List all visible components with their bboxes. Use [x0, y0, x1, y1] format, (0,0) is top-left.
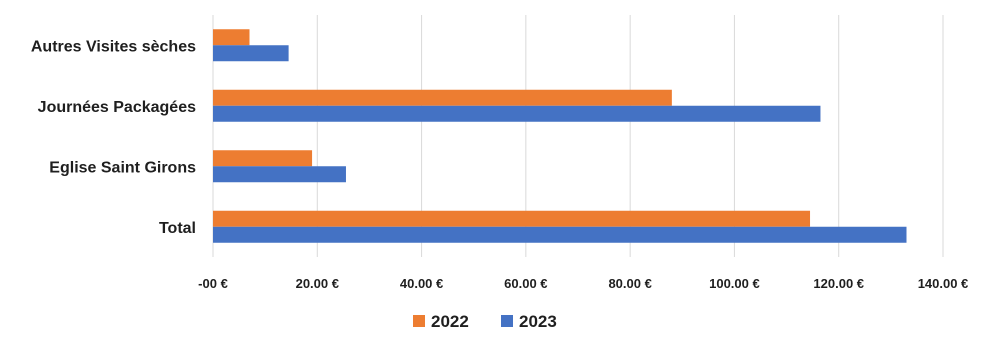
bar-2022-0	[213, 29, 250, 46]
x-tick-label-5: 100.00 €	[709, 276, 760, 291]
x-tick-labels: -00 € 20.00 € 40.00 € 60.00 € 80.00 € 100.00 …	[198, 276, 968, 291]
x-tick-label-6: 120.00 €	[813, 276, 864, 291]
x-tick-label-3: 60.00 €	[504, 276, 547, 291]
legend-label-2023: 2023	[519, 312, 557, 331]
x-tick-label-4: 80.00 €	[608, 276, 651, 291]
bar-2023-2	[213, 166, 346, 183]
gridlines	[212, 15, 944, 257]
bar-2022-1	[213, 89, 672, 106]
x-tick-label-2: 40.00 €	[400, 276, 443, 291]
x-tick-label-7: 140.00 €	[918, 276, 969, 291]
category-labels: Autres Visites sèches Journées Packagées E…	[31, 38, 196, 237]
bar-2022-3	[213, 210, 811, 227]
legend-swatch-2023	[501, 315, 513, 327]
category-label-0: Autres Visites sèches	[31, 38, 196, 55]
legend: 2022 2023	[413, 312, 557, 331]
x-tick-label-0: -00 €	[198, 276, 228, 291]
bars	[213, 29, 907, 243]
bar-2023-3	[213, 226, 907, 243]
legend-label-2022: 2022	[431, 312, 469, 331]
bar-2023-0	[213, 45, 289, 62]
bar-2023-1	[213, 105, 821, 122]
bar-2022-2	[213, 150, 313, 167]
x-tick-label-1: 20.00 €	[296, 276, 339, 291]
category-label-1: Journées Packagées	[38, 99, 196, 116]
legend-swatch-2022	[413, 315, 425, 327]
category-label-3: Total	[159, 220, 196, 237]
category-label-2: Eglise Saint Girons	[49, 159, 196, 176]
